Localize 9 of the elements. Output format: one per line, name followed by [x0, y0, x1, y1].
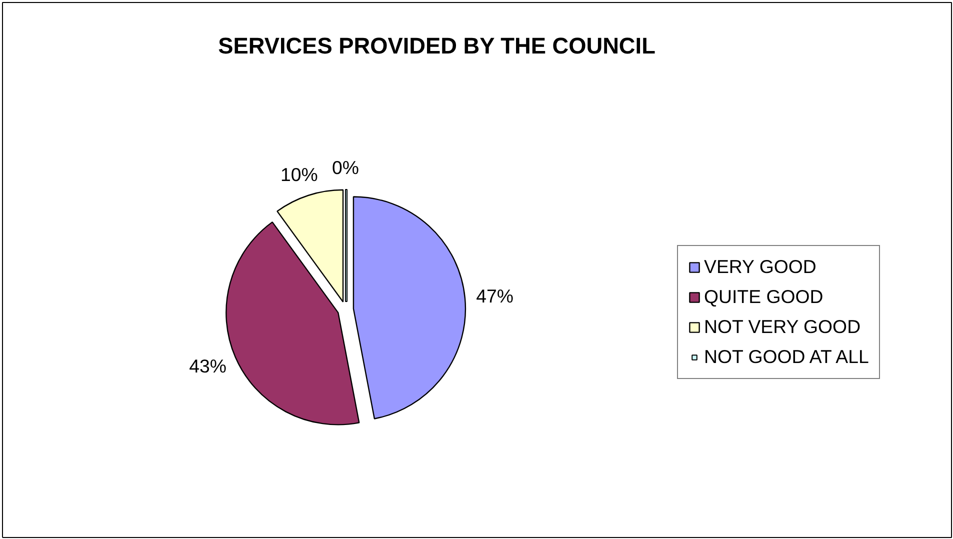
legend-label: VERY GOOD	[704, 256, 816, 278]
data-label: 10%	[280, 164, 318, 185]
legend-label: NOT VERY GOOD	[704, 316, 861, 338]
text: 0%	[332, 157, 359, 178]
legend-label: NOT GOOD AT ALL	[704, 346, 869, 368]
legend-label: QUITE GOOD	[704, 286, 824, 308]
data-label: 47%	[476, 286, 514, 307]
chart-title: SERVICES PROVIDED BY THE COUNCIL	[218, 32, 656, 58]
data-label: 43%	[189, 355, 227, 376]
